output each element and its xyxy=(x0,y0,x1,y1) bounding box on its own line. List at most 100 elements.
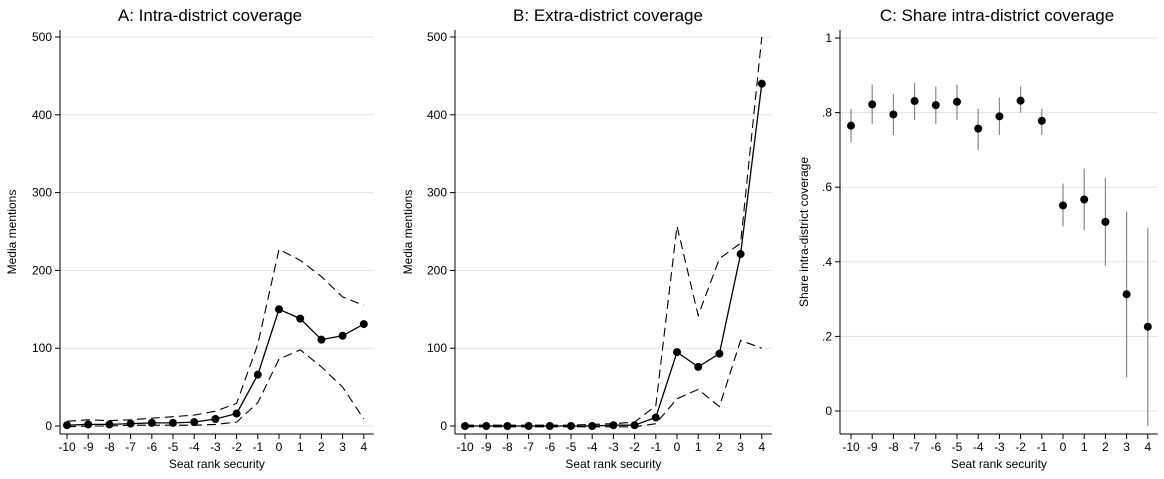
y-tick-label: .8 xyxy=(822,106,832,120)
data-point xyxy=(715,349,724,358)
x-tick-label: -2 xyxy=(629,440,640,454)
x-tick-label: -5 xyxy=(168,440,179,454)
x-axis-label: Seat rank security xyxy=(169,457,265,471)
x-tick-label: -9 xyxy=(481,440,492,454)
x-tick-label: -4 xyxy=(587,440,598,454)
panel-b: B: Extra-district coverage 0 100 200 300 400 5… xyxy=(401,6,772,471)
data-point xyxy=(673,348,681,357)
x-tick-label: -1 xyxy=(650,440,661,454)
x-tick-label: -6 xyxy=(544,440,555,454)
x-tick-label: -2 xyxy=(231,440,242,454)
data-point xyxy=(461,422,469,430)
data-point xyxy=(588,422,597,430)
data-point xyxy=(211,414,220,423)
panel-title: B: Extra-district coverage xyxy=(513,6,703,25)
data-point xyxy=(609,421,618,430)
x-tick-label: -8 xyxy=(888,440,899,454)
x-tick-label: 4 xyxy=(360,440,367,454)
y-tick-label: 200 xyxy=(32,263,52,277)
data-point xyxy=(736,250,745,259)
panel-title: C: Share intra-district coverage xyxy=(880,6,1114,25)
data-point xyxy=(953,97,961,106)
x-tick-label: -10 xyxy=(58,440,76,454)
x-axis-label: Seat rank security xyxy=(565,457,661,471)
y-tick-label: .6 xyxy=(822,180,832,194)
data-point xyxy=(630,421,639,430)
x-tick-label: 3 xyxy=(339,440,346,454)
ci-line-lower xyxy=(465,339,762,428)
y-tick-label: 1 xyxy=(825,31,832,45)
panel-title: A: Intra-district coverage xyxy=(118,6,302,25)
x-tick-label: 0 xyxy=(1060,440,1067,454)
data-point xyxy=(296,314,305,323)
x-tick-label: -7 xyxy=(125,440,136,454)
data-point xyxy=(84,420,93,429)
x-tick-label: 2 xyxy=(716,440,723,454)
y-tick-label: 400 xyxy=(427,108,447,122)
y-tick-label: 300 xyxy=(32,186,52,200)
data-point xyxy=(651,413,660,422)
x-tick-label: 4 xyxy=(758,440,765,454)
x-tick-label: -4 xyxy=(189,440,200,454)
data-point xyxy=(567,422,575,430)
data-point xyxy=(1122,290,1131,299)
x-tick-label: -4 xyxy=(973,440,984,454)
y-tick-label: 0 xyxy=(440,419,447,433)
x-tick-label: -1 xyxy=(252,440,263,454)
data-point xyxy=(232,409,241,418)
data-point xyxy=(338,331,347,340)
x-tick-label: -1 xyxy=(1036,440,1047,454)
x-tick-label: -5 xyxy=(566,440,577,454)
data-point xyxy=(757,79,766,88)
ci-line-lower xyxy=(66,349,365,428)
data-point xyxy=(889,110,898,119)
y-tick-label: 0 xyxy=(825,404,832,418)
x-tick-label: -7 xyxy=(909,440,920,454)
x-tick-label: -3 xyxy=(608,440,619,454)
x-tick-label: -6 xyxy=(930,440,941,454)
x-tick-label: 4 xyxy=(1144,440,1151,454)
x-tick-label: 1 xyxy=(297,440,304,454)
x-axis-label: Seat rank security xyxy=(951,457,1047,471)
data-point xyxy=(995,112,1004,121)
x-tick-label: -9 xyxy=(867,440,878,454)
y-tick-label: .4 xyxy=(822,255,832,269)
data-point xyxy=(1037,116,1046,125)
data-point xyxy=(126,419,135,428)
data-point xyxy=(524,422,533,430)
x-tick-label: -3 xyxy=(210,440,221,454)
data-point xyxy=(974,124,983,133)
panel-a: A: Intra-district coverage 0 100 200 300 400 5… xyxy=(5,6,374,471)
x-tick-label: -10 xyxy=(842,440,860,454)
x-tick-label: -5 xyxy=(952,440,963,454)
data-point xyxy=(910,97,919,106)
y-axis-label: Media mentions xyxy=(5,190,19,275)
y-tick-label: 500 xyxy=(427,30,447,44)
x-tick-label: -6 xyxy=(146,440,157,454)
data-point xyxy=(63,421,71,430)
y-tick-label: 300 xyxy=(427,186,447,200)
data-point xyxy=(253,370,262,379)
data-point xyxy=(1101,217,1110,226)
y-tick-label: 200 xyxy=(427,263,447,277)
data-point xyxy=(1059,201,1067,210)
x-tick-label: -9 xyxy=(83,440,94,454)
data-point xyxy=(694,362,703,371)
data-point xyxy=(847,121,855,130)
x-tick-label: -8 xyxy=(104,440,115,454)
data-point xyxy=(1143,322,1152,331)
x-tick-label: 0 xyxy=(674,440,681,454)
data-point xyxy=(482,422,491,430)
y-tick-label: .2 xyxy=(822,329,832,343)
x-tick-label: -10 xyxy=(456,440,474,454)
x-tick-label: 3 xyxy=(1123,440,1130,454)
data-point xyxy=(359,320,368,329)
y-tick-label: 400 xyxy=(32,108,52,122)
data-point xyxy=(503,422,512,430)
mean-line xyxy=(465,83,763,427)
y-tick-label: 0 xyxy=(45,419,52,433)
mean-line xyxy=(66,308,365,426)
data-point xyxy=(868,100,877,109)
y-tick-label: 100 xyxy=(32,341,52,355)
